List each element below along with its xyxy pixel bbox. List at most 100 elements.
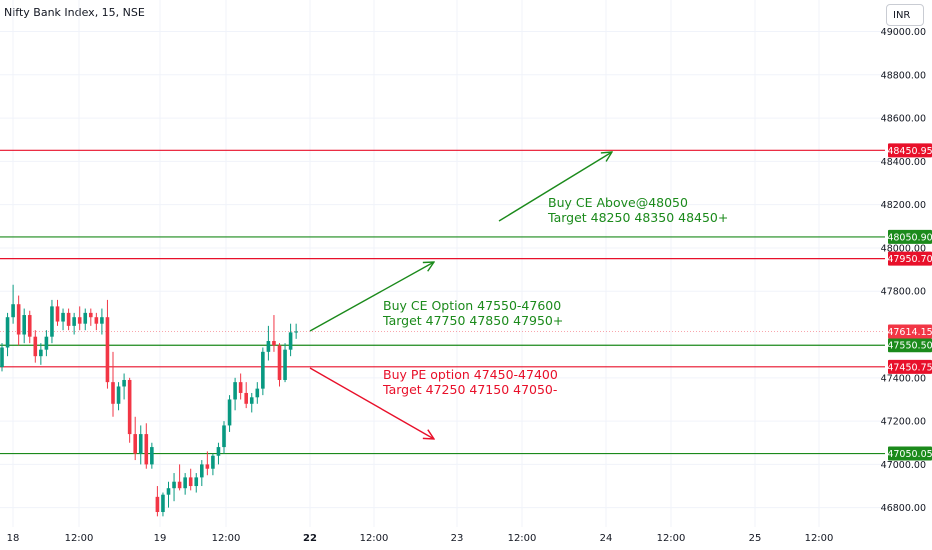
x-tick-label: 12:00 [212, 533, 241, 544]
candle [233, 377, 237, 411]
level-price-tag: 47050.05 [887, 446, 932, 461]
trend-arrows [309, 152, 612, 439]
candle [44, 330, 49, 357]
candle [194, 473, 199, 493]
candle [111, 351, 115, 417]
arrow-up-ce-option[interactable] [309, 262, 434, 332]
svg-text:47050.05: 47050.05 [887, 449, 932, 460]
candle [105, 299, 110, 389]
y-tick-label: 48400.00 [881, 157, 926, 168]
candle [150, 442, 154, 469]
candle [11, 284, 15, 324]
x-tick-label: 12:00 [360, 533, 389, 544]
candle [55, 299, 60, 326]
candle [72, 312, 76, 335]
candle [83, 308, 88, 331]
arrow-up-ce-above[interactable] [498, 152, 612, 222]
x-tick-label: 12:00 [657, 533, 686, 544]
x-tick-label: 24 [600, 533, 613, 544]
candle [205, 451, 210, 476]
candle [277, 343, 282, 387]
candle [211, 453, 215, 476]
svg-text:48450.95: 48450.95 [887, 146, 932, 157]
candle [138, 425, 143, 465]
grid [0, 0, 885, 527]
svg-text:47450.75: 47450.75 [887, 362, 932, 373]
candle [244, 382, 248, 409]
candle [33, 330, 38, 363]
candle [100, 308, 104, 335]
y-tick-label: 47000.00 [881, 460, 926, 471]
last-price-tag: 47614.15 [887, 324, 932, 339]
y-tick-label: 49000.00 [881, 27, 926, 38]
candle [222, 421, 226, 454]
x-tick-label: 19 [154, 533, 167, 544]
x-tick-label: 25 [749, 533, 762, 544]
candle [39, 343, 43, 365]
candle [50, 299, 54, 344]
candle [161, 492, 165, 517]
candle [227, 395, 232, 432]
candle [272, 315, 276, 352]
candle [144, 423, 149, 469]
candle [61, 308, 65, 331]
x-tick-label: 12:00 [508, 533, 537, 544]
svg-text:47550.50: 47550.50 [887, 341, 932, 352]
candle [94, 312, 99, 331]
candle [77, 306, 82, 331]
candle [66, 308, 71, 331]
y-tick-label: 48000.00 [881, 243, 926, 254]
candle [255, 382, 260, 404]
level-price-tag: 48050.90 [887, 229, 932, 244]
currency-selector[interactable]: INR [886, 4, 924, 26]
x-tick-label: 12:00 [65, 533, 94, 544]
annotation-line: Target 47250 47150 47050- [382, 382, 557, 397]
x-tick-label: 22 [303, 533, 317, 544]
candle [27, 310, 32, 344]
y-tick-label: 46800.00 [881, 503, 926, 514]
candle [16, 295, 21, 346]
candle [183, 473, 187, 495]
y-tick-label: 47400.00 [881, 373, 926, 384]
candle [166, 481, 171, 508]
candle [200, 460, 204, 487]
candle [216, 442, 221, 465]
candles [0, 284, 298, 517]
annotation-line: Target 47750 47850 47950+ [382, 313, 563, 328]
svg-text:47614.15: 47614.15 [887, 327, 932, 338]
annotation-line: Buy PE option 47450-47400 [383, 367, 558, 382]
candle [155, 486, 160, 517]
candle [288, 323, 293, 357]
level-price-tag: 48450.95 [887, 143, 932, 158]
x-tick-label: 12:00 [805, 533, 834, 544]
candle [22, 308, 26, 344]
candle [5, 312, 10, 357]
x-tick-label: 23 [451, 533, 464, 544]
candle [177, 464, 182, 491]
x-tick-label: 18 [7, 533, 20, 544]
candle [188, 468, 193, 491]
candle [172, 473, 176, 502]
y-tick-label: 48800.00 [881, 70, 926, 81]
time-axis[interactable]: 18 12:00 19 12:00 22 12:00 23 12:00 24 12:00 25 12:… [7, 533, 834, 544]
price-axis[interactable]: 46800.00 47000.00 47200.00 47400.00 47800.00… [881, 27, 926, 514]
arrow-down-pe-option[interactable] [309, 367, 434, 439]
candle [238, 373, 243, 400]
svg-text:48050.90: 48050.90 [887, 232, 932, 243]
y-tick-label: 47200.00 [881, 417, 926, 428]
level-price-tag: 47550.50 [887, 338, 932, 353]
candle [294, 323, 298, 339]
candle [261, 347, 265, 396]
y-tick-label: 48200.00 [881, 200, 926, 211]
level-price-tag: 47450.75 [887, 359, 932, 374]
chart-title: Nifty Bank Index, 15, NSE [4, 6, 145, 19]
candle [116, 382, 121, 411]
price-tags: 48450.95 48050.90 47950.70 47550.50 47450.75… [887, 143, 932, 461]
candle [89, 308, 93, 326]
annotation-line: Buy CE Above@48050 [548, 195, 688, 210]
annotation-line: Target 48250 48350 48450+ [547, 210, 728, 225]
